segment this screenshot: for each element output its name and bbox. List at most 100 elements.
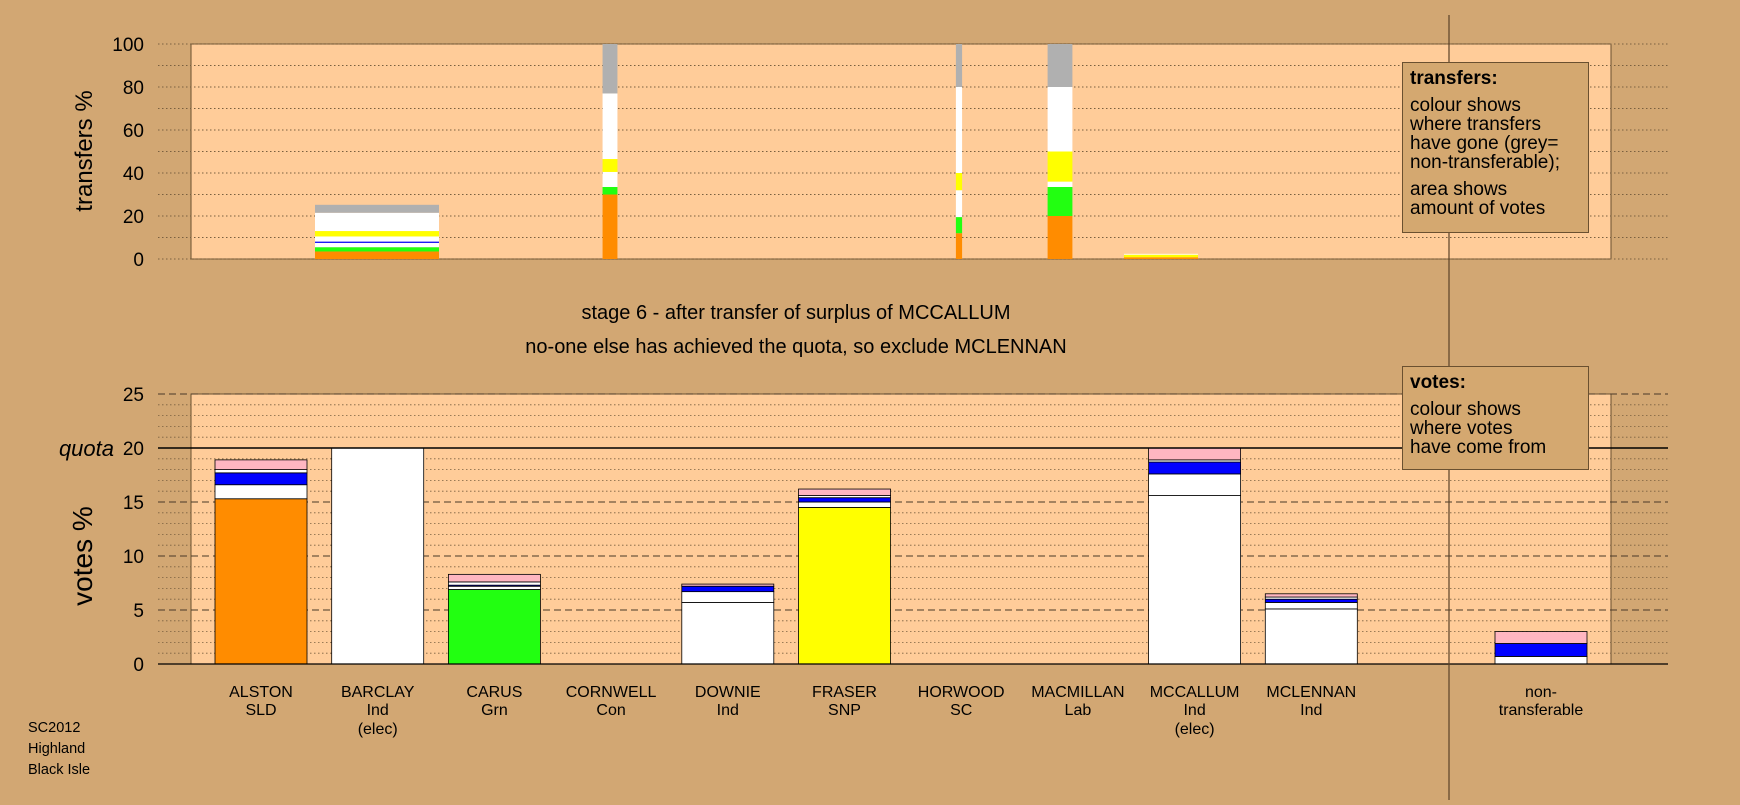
candidate-name-label: MCLENNAN	[1266, 684, 1356, 701]
transfer-segment	[1124, 254, 1198, 258]
vote-segment	[798, 506, 891, 665]
transfer-segment	[1047, 186, 1073, 216]
transfers-y-tick-label: 40	[123, 164, 144, 185]
vote-segment	[1264, 608, 1358, 665]
transfer-segment	[315, 247, 439, 252]
transfers-chart: 0 20 40 60 80 100 transfers %	[71, 35, 1668, 271]
vote-segment	[1148, 495, 1241, 665]
transfer-segment	[1047, 87, 1073, 152]
vote-segment	[214, 469, 308, 474]
vote-segment	[798, 488, 891, 496]
non-transferable-label: non-	[1525, 684, 1557, 701]
vote-segment	[1264, 593, 1358, 598]
candidate-party-label: Ind	[367, 702, 389, 719]
vote-segment	[681, 591, 775, 603]
candidate-name-label: ALSTON	[229, 684, 293, 701]
candidate-name-label: MACMILLAN	[1031, 684, 1124, 701]
transfers-legend: transfers: colour shows where transfers …	[1402, 62, 1589, 233]
stage-title: stage 6 - after transfer of surplus of M…	[581, 302, 1010, 324]
votes-y-tick-label: 5	[133, 601, 144, 622]
transfer-segment	[602, 186, 618, 195]
transfer-segment	[602, 44, 618, 94]
transfer-segment	[955, 87, 963, 173]
transfer-segment	[315, 241, 439, 243]
transfer-segment	[1047, 181, 1073, 187]
votes-y-tick-label: 15	[123, 493, 144, 514]
votes-y-tick-label: 10	[123, 547, 144, 568]
transfer-segment	[955, 44, 963, 87]
transfer-segment	[315, 251, 439, 259]
transfer-segment	[1124, 253, 1198, 255]
transfers-y-tick-label: 80	[123, 78, 144, 99]
candidate-party-label: Lab	[1065, 702, 1092, 719]
transfer-segment	[1047, 151, 1073, 182]
votes-plot-area	[190, 393, 1612, 665]
vote-segment	[681, 583, 775, 587]
transfers-legend-line: non-transferable);	[1410, 152, 1560, 173]
candidate-name-label: HORWOOD	[918, 684, 1005, 701]
candidate-name-label: BARCLAY	[341, 684, 415, 701]
vote-segment	[214, 484, 308, 500]
candidate-party-label: Ind	[717, 702, 739, 719]
vote-segment	[1494, 643, 1588, 657]
transfer-segment	[602, 159, 618, 172]
vote-segment	[214, 459, 308, 471]
transfer-segment	[1124, 257, 1198, 259]
transfer-segment	[315, 231, 439, 237]
candidate-name-label: DOWNIE	[695, 684, 761, 701]
candidate-name-label: CARUS	[466, 684, 522, 701]
votes-legend-line: colour shows	[1410, 399, 1521, 420]
vote-segment	[1148, 447, 1241, 461]
vote-segment	[1494, 631, 1588, 644]
transfer-segment	[955, 190, 963, 218]
votes-y-tick-label: 0	[133, 655, 144, 676]
transfer-segment	[955, 217, 963, 234]
votes-legend: votes: colour shows where votes have com…	[1402, 366, 1589, 470]
non-transferable-label: transferable	[1499, 702, 1584, 719]
transfers-legend-line: colour shows	[1410, 95, 1521, 116]
footer-info: SC2012 Highland Black Isle	[28, 718, 90, 781]
transfers-y-tick-label: 100	[112, 35, 144, 56]
quota-label: quota	[59, 436, 114, 461]
candidate-party-label: SLD	[245, 702, 276, 719]
vote-segment	[331, 447, 425, 665]
votes-y-tick-label: 25	[123, 385, 144, 406]
candidate-party-label: Ind	[1300, 702, 1322, 719]
transfers-legend-line: have gone (grey=	[1410, 133, 1559, 154]
candidate-party-label: Grn	[481, 702, 508, 719]
candidate-name-label: MCCALLUM	[1150, 684, 1240, 701]
votes-y-axis-label: votes %	[67, 506, 98, 606]
transfer-segment	[1047, 216, 1073, 259]
candidate-party-label: SNP	[828, 702, 861, 719]
candidate-party-label: Con	[596, 702, 625, 719]
vote-segment	[214, 472, 308, 486]
votes-legend-line: where votes	[1410, 418, 1513, 439]
transfer-segment	[955, 233, 963, 259]
transfers-y-tick-label: 60	[123, 121, 144, 142]
transfers-legend-line: where transfers	[1410, 114, 1541, 135]
vote-segment	[1148, 461, 1241, 475]
transfers-y-axis-label: transfers %	[71, 90, 98, 211]
transfer-segment	[602, 171, 618, 187]
candidate-name-label: CORNWELL	[566, 684, 657, 701]
footer-election: SC2012	[28, 720, 81, 736]
transfer-segment	[315, 242, 439, 248]
candidate-elected-label: (elec)	[358, 721, 398, 738]
candidate-name-label: FRASER	[812, 684, 877, 701]
candidate-party-label: Ind	[1183, 702, 1205, 719]
vote-segment	[447, 573, 541, 583]
transfers-legend-heading: transfers:	[1410, 68, 1498, 89]
vote-segment	[681, 585, 775, 593]
vote-segment	[1148, 473, 1241, 496]
votes-y-tick-label: 20	[123, 439, 144, 460]
transfer-segment	[602, 93, 618, 160]
vote-segment	[681, 602, 775, 665]
transfers-legend-line: amount of votes	[1410, 198, 1546, 219]
transfer-segment	[315, 204, 439, 213]
votes-legend-heading: votes:	[1410, 372, 1466, 393]
vote-segment	[1494, 656, 1588, 665]
transfer-segment	[602, 194, 618, 259]
transfers-legend-line: area shows	[1410, 179, 1508, 200]
transfer-segment	[1047, 44, 1073, 87]
